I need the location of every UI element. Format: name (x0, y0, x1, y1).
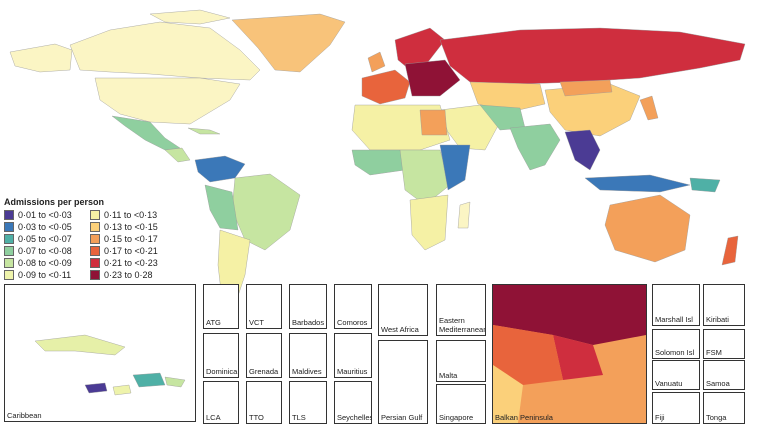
inset-label-marshall: Marshall Isl (655, 315, 693, 324)
legend-item: 0·08 to <0·09 (4, 257, 86, 268)
inset-label-lca: LCA (206, 413, 221, 422)
legend-item: 0·11 to <0·13 (90, 209, 190, 220)
legend-title: Admissions per person (4, 197, 105, 207)
inset-fiji: Fiji (652, 392, 700, 424)
inset-label-tonga: Tonga (706, 413, 727, 422)
legend-item: 0·09 to <0·11 (4, 269, 86, 280)
legend-label: 0·01 to <0·03 (18, 209, 72, 220)
inset-vanuatu: Vanuatu (652, 360, 700, 390)
inset-kiribati: Kiribati (703, 284, 745, 326)
map-legend: Admissions per person 0·01 to <0·03 0·11 … (4, 197, 204, 280)
legend-label: 0·03 to <0·05 (18, 221, 72, 232)
inset-tls: TLS (289, 381, 327, 424)
inset-label-fiji: Fiji (655, 413, 665, 422)
inset-label-persian-gulf: Persian Gulf (381, 413, 423, 422)
inset-label-atg: ATG (206, 318, 221, 327)
inset-label-samoa: Samoa (706, 379, 730, 388)
inset-label-maldives: Maldives (292, 367, 322, 376)
inset-solomon: Solomon Isl (652, 329, 700, 359)
inset-singapore: Singapore (436, 384, 486, 424)
inset-comoros: Comoros (334, 284, 372, 329)
inset-label-dominica: Dominica (206, 367, 238, 376)
legend-label: 0·05 to <0·07 (18, 233, 72, 244)
balkan-map (493, 285, 646, 423)
legend-swatch (4, 269, 14, 280)
legend-swatch (90, 221, 100, 232)
legend-item: 0·05 to <0·07 (4, 233, 86, 244)
legend-item: 0·21 to <0·23 (90, 257, 190, 268)
inset-label-grenada: Grenada (249, 367, 279, 376)
inset-label-solomon: Solomon Isl (655, 348, 695, 357)
inset-balkan: Balkan Peninsula (492, 284, 647, 424)
inset-label-seychelles: Seychelles (337, 413, 372, 422)
inset-vct: VCT (246, 284, 282, 329)
legend-item: 0·15 to <0·17 (90, 233, 190, 244)
legend-label: 0·15 to <0·17 (104, 233, 158, 244)
legend-item: 0·01 to <0·03 (4, 209, 86, 220)
inset-seychelles: Seychelles (334, 381, 372, 424)
inset-label-tto: TTO (249, 413, 264, 422)
inset-samoa: Samoa (703, 360, 745, 390)
inset-label-comoros: Comoros (337, 318, 368, 327)
legend-label: 0·17 to <0·21 (104, 245, 158, 256)
legend-swatch (4, 209, 14, 220)
legend-label: 0·07 to <0·08 (18, 245, 72, 256)
legend-label: 0·13 to <0·15 (104, 221, 158, 232)
legend-label: 0·08 to <0·09 (18, 257, 72, 268)
legend-item: 0·23 to 0·28 (90, 269, 190, 280)
legend-swatch (90, 245, 100, 256)
legend-swatch (90, 233, 100, 244)
inset-label-eastern-med: Eastern Mediterranean (439, 316, 486, 334)
inset-fsm: FSM (703, 329, 745, 359)
inset-west-africa: West Africa (378, 284, 428, 336)
inset-grenada: Grenada (246, 333, 282, 378)
inset-tonga: Tonga (703, 392, 745, 424)
legend-item: 0·03 to <0·05 (4, 221, 86, 232)
inset-label-singapore: Singapore (439, 413, 474, 422)
legend-label: 0·23 to 0·28 (104, 269, 153, 280)
legend-swatch (90, 269, 100, 280)
inset-malta: Malta (436, 340, 486, 382)
inset-label-vanuatu: Vanuatu (655, 379, 683, 388)
inset-label-malta: Malta (439, 371, 458, 380)
inset-eastern-med: Eastern Mediterranean (436, 284, 486, 336)
inset-label-tls: TLS (292, 413, 306, 422)
inset-barbados: Barbados (289, 284, 327, 329)
inset-label-barbados: Barbados (292, 318, 325, 327)
inset-label-caribbean: Caribbean (7, 411, 42, 420)
caribbean-map (34, 334, 186, 396)
inset-tto: TTO (246, 381, 282, 424)
legend-label: 0·11 to <0·13 (104, 209, 158, 220)
inset-label-mauritius: Mauritius (337, 367, 368, 376)
legend-item: 0·17 to <0·21 (90, 245, 190, 256)
legend-items: 0·01 to <0·03 0·11 to <0·13 0·03 to <0·05 0… (4, 209, 204, 280)
legend-label: 0·09 to <0·11 (18, 269, 72, 280)
inset-label-west-africa: West Africa (381, 325, 419, 334)
legend-swatch (90, 257, 100, 268)
inset-persian-gulf: Persian Gulf (378, 340, 428, 424)
inset-label-balkan: Balkan Peninsula (495, 413, 553, 422)
legend-swatch (4, 221, 14, 232)
legend-label: 0·21 to <0·23 (104, 257, 158, 268)
inset-atg: ATG (203, 284, 239, 329)
inset-maldives: Maldives (289, 333, 327, 378)
legend-item: 0·07 to <0·08 (4, 245, 86, 256)
legend-item: 0·13 to <0·15 (90, 221, 190, 232)
legend-swatch (90, 209, 100, 220)
inset-label-fsm: FSM (706, 348, 722, 357)
inset-label-vct: VCT (249, 318, 264, 327)
inset-dominica: Dominica (203, 333, 239, 378)
inset-marshall: Marshall Isl (652, 284, 700, 326)
inset-label-kiribati: Kiribati (706, 315, 729, 324)
inset-mauritius: Mauritius (334, 333, 372, 378)
legend-swatch (4, 233, 14, 244)
legend-swatch (4, 245, 14, 256)
legend-swatch (4, 257, 14, 268)
inset-lca: LCA (203, 381, 239, 424)
inset-caribbean: Caribbean (4, 284, 196, 422)
